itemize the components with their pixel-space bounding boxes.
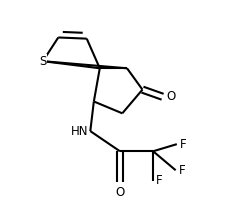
- Text: S: S: [39, 55, 46, 68]
- Text: O: O: [115, 186, 124, 199]
- Text: F: F: [179, 138, 185, 151]
- Text: HN: HN: [71, 125, 88, 138]
- Text: O: O: [166, 90, 175, 103]
- Text: F: F: [155, 174, 162, 187]
- Text: F: F: [178, 164, 184, 177]
